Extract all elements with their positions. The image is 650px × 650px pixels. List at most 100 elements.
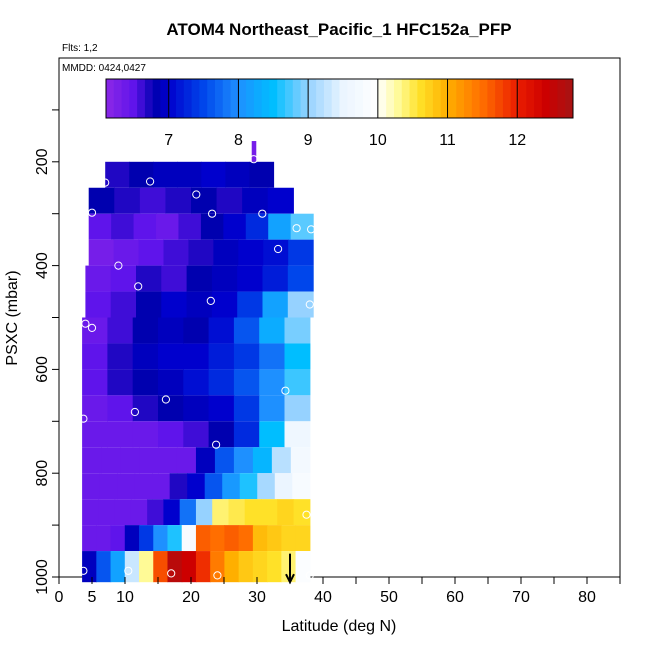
- heat-cell: [178, 213, 202, 240]
- colorbar-swatch: [199, 79, 208, 118]
- heat-cell: [195, 525, 211, 552]
- colorbar-swatch: [191, 79, 200, 118]
- heat-cell: [156, 213, 180, 240]
- heat-cell: [96, 551, 112, 583]
- colorbar-swatch: [370, 79, 379, 118]
- colorbar-tick-label: 12: [508, 132, 526, 149]
- heat-cell: [213, 239, 239, 266]
- heat-cell: [152, 473, 171, 500]
- heat-cell: [290, 447, 311, 474]
- heat-cell: [134, 473, 153, 500]
- heat-cell: [208, 395, 235, 422]
- heat-cell: [212, 499, 230, 526]
- colorbar-tick-label: 8: [234, 132, 243, 149]
- heat-cell: [158, 317, 184, 344]
- heat-cell: [96, 525, 112, 552]
- colorbar-swatch: [176, 79, 185, 118]
- heat-cell: [228, 499, 246, 526]
- heat-cell: [98, 499, 116, 526]
- heat-cell: [249, 161, 275, 188]
- heat-cell: [153, 525, 169, 552]
- x-tick-label: 30: [248, 589, 266, 606]
- heat-cell: [224, 525, 240, 552]
- heat-cell: [284, 317, 311, 344]
- heat-cell: [284, 395, 311, 422]
- heat-cell: [239, 473, 258, 500]
- heat-cell: [186, 265, 213, 292]
- heat-cell: [244, 499, 262, 526]
- heat-cell: [124, 551, 140, 583]
- heat-cell: [195, 551, 211, 583]
- colorbar-swatch: [378, 79, 387, 118]
- heat-cell: [132, 395, 159, 422]
- x-tick-label: 80: [578, 589, 596, 606]
- heat-cell: [163, 239, 190, 266]
- colorbar-swatch: [425, 79, 434, 118]
- colorbar-swatch: [144, 79, 154, 118]
- heat-cell: [110, 551, 126, 583]
- heat-cell: [267, 187, 294, 214]
- colorbar-tick-label: 10: [369, 132, 387, 149]
- heat-cell: [281, 525, 297, 552]
- heat-cell: [82, 395, 108, 422]
- sample-point: [302, 510, 311, 519]
- colorbar-swatch: [113, 79, 123, 118]
- colorbar-swatch: [502, 79, 512, 118]
- colorbar-swatch: [541, 79, 551, 118]
- colorbar-swatch: [300, 79, 309, 118]
- heat-cell: [211, 265, 238, 292]
- x-tick-label: 0: [55, 589, 64, 606]
- colorbar-swatch: [448, 79, 457, 118]
- heat-cell: [158, 369, 184, 396]
- y-tick-label: 1000: [34, 559, 51, 595]
- colorbar-swatch: [285, 79, 294, 118]
- colorbar-swatch: [152, 79, 161, 118]
- colorbar-swatch: [121, 79, 130, 118]
- heat-cell: [163, 499, 181, 526]
- heat-cell: [287, 265, 314, 292]
- heat-cell: [225, 161, 251, 188]
- heat-cell: [110, 265, 137, 292]
- colorbar-swatch: [362, 79, 372, 118]
- heat-cell: [259, 421, 286, 448]
- sample-point: [101, 178, 110, 187]
- heat-cell: [161, 265, 188, 292]
- sample-point: [167, 569, 176, 578]
- heat-cell: [251, 141, 257, 162]
- x-tick-label: 5: [88, 589, 97, 606]
- sample-point: [292, 224, 301, 233]
- sample-point: [305, 300, 314, 309]
- sample-point: [249, 155, 258, 164]
- colorbar-swatch: [464, 79, 473, 118]
- heat-cell: [153, 551, 169, 583]
- heat-cell: [288, 239, 314, 266]
- colorbar-swatch: [510, 79, 520, 118]
- colorbar-swatch: [129, 79, 138, 118]
- heat-cell: [167, 551, 183, 583]
- heat-cell: [161, 291, 188, 318]
- heat-cell: [181, 525, 197, 552]
- colorbar-swatch: [292, 79, 302, 118]
- heat-cell: [88, 187, 115, 214]
- chart-title: ATOM4 Northeast_Pacific_1 HFC152a_PFP: [166, 20, 511, 39]
- heat-cell: [82, 499, 99, 526]
- heat-cell: [111, 213, 135, 240]
- colorbar-swatch: [393, 79, 403, 118]
- x-tick-label: 60: [446, 589, 464, 606]
- colorbar-swatch: [214, 79, 224, 118]
- colorbar-swatch: [183, 79, 193, 118]
- heat-cell: [252, 525, 268, 552]
- heat-cell: [82, 473, 101, 500]
- heat-cell: [268, 213, 292, 240]
- colorbar-swatch: [355, 79, 364, 118]
- heat-cell: [82, 525, 97, 552]
- colorbar-swatch: [339, 79, 348, 118]
- sample-point: [305, 571, 314, 580]
- heat-cell: [85, 265, 112, 292]
- colorbar-swatch: [277, 79, 286, 118]
- y-tick-label: 400: [34, 252, 51, 279]
- heat-cell: [158, 447, 178, 474]
- sample-point: [192, 190, 201, 199]
- heat-cell: [139, 525, 154, 552]
- colorbar-swatch: [137, 79, 146, 118]
